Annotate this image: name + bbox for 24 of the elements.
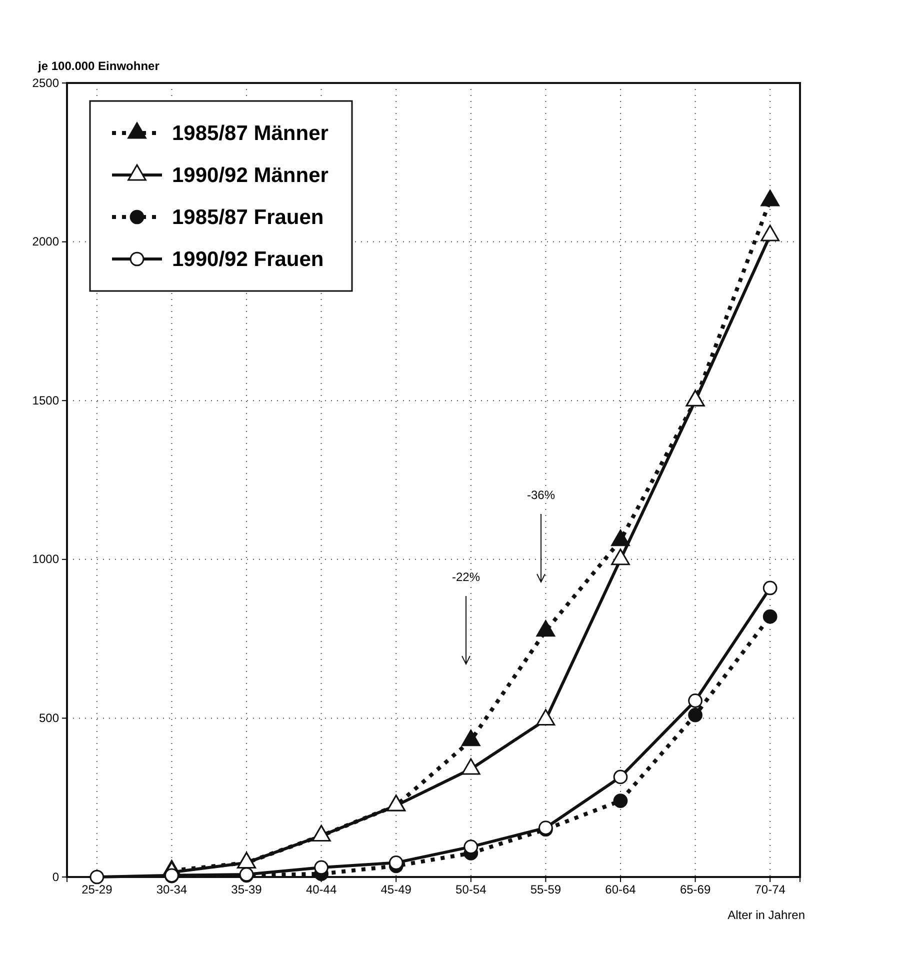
x-axis-title: Alter in Jahren [728, 908, 805, 922]
x-tick-label: 65-69 [680, 882, 711, 897]
x-tick-label: 50-54 [456, 882, 487, 897]
y-axis-title: je 100.000 Einwohner [37, 59, 160, 73]
y-tick-label: 500 [38, 711, 60, 726]
x-tick-label: 55-59 [530, 882, 562, 897]
x-tick-label: 70-74 [754, 882, 786, 897]
legend-label: 1990/92 Frauen [172, 248, 324, 271]
x-tick-label: 45-49 [380, 882, 412, 897]
y-tick-label: 2000 [32, 234, 60, 249]
x-tick-label: 30-34 [156, 882, 188, 897]
legend-label: 1985/87 Männer [172, 122, 328, 145]
x-tick-label: 25-29 [82, 882, 113, 897]
x-tick-label: 40-44 [306, 882, 337, 897]
x-tick-label: 60-64 [605, 882, 636, 897]
y-tick-label: 2500 [32, 76, 60, 90]
legend-label: 1985/87 Frauen [172, 206, 324, 229]
y-tick-label: 0 [52, 870, 60, 884]
legend-label: 1990/92 Männer [172, 164, 328, 187]
annotation: -36% [526, 488, 556, 502]
y-tick-label: 1500 [32, 393, 60, 408]
annotation: -22% [452, 570, 480, 584]
y-tick-label: 1000 [32, 552, 60, 566]
x-tick-label: 35-39 [231, 882, 262, 897]
